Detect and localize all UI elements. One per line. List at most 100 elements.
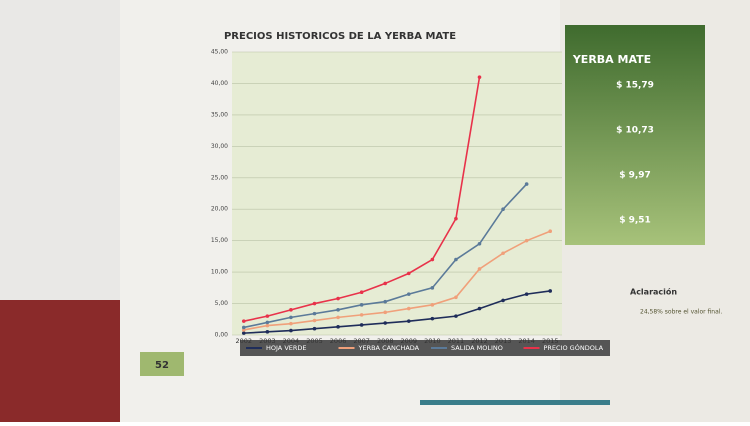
point <box>524 292 529 296</box>
point <box>312 326 317 331</box>
point <box>477 75 482 79</box>
point <box>406 271 411 276</box>
point <box>383 281 388 286</box>
x-tick-label: 2004 <box>283 337 300 345</box>
y-tick-label: 15,00 <box>211 237 228 244</box>
point <box>430 303 435 307</box>
x-tick-label: 2009 <box>401 337 418 345</box>
legend-box <box>240 340 610 356</box>
cloth <box>0 300 130 422</box>
y-tick-label: 35,00 <box>211 111 228 118</box>
point <box>548 229 553 234</box>
point <box>477 306 482 311</box>
point <box>383 299 388 304</box>
y-tick-label: 0,00 <box>215 332 229 339</box>
point <box>406 292 411 296</box>
sheet <box>0 0 130 300</box>
side-price: $ 9,51 <box>619 216 651 226</box>
x-tick-label: 2006 <box>330 337 347 345</box>
point <box>241 328 246 332</box>
x-tick-label: 2012 <box>471 337 488 345</box>
point <box>430 257 435 262</box>
point <box>477 267 482 271</box>
point <box>406 306 411 311</box>
y-tick-label: 40,00 <box>211 80 228 87</box>
point <box>265 320 270 325</box>
y-tick-label: 25,00 <box>211 174 228 181</box>
point <box>265 314 270 318</box>
point <box>454 295 458 300</box>
y-tick-label: 30,00 <box>211 143 228 150</box>
x-tick-label: 2015 <box>542 337 559 345</box>
point <box>359 313 364 317</box>
point <box>336 325 340 329</box>
y-tick-label: 5,00 <box>215 300 229 307</box>
legend-label: HOJA VERDE <box>266 344 307 352</box>
legend-label: SALIDA MOLINO <box>451 344 503 352</box>
side-panel <box>565 25 705 245</box>
point <box>524 238 529 243</box>
note-title: Aclaración <box>630 287 677 297</box>
footer-rule <box>420 400 610 405</box>
point <box>383 310 388 315</box>
chart-title: PRECIOS HISTORICOS DE LA YERBA MATE <box>224 31 456 42</box>
point <box>359 290 364 295</box>
point <box>289 315 293 320</box>
side-price: $ 10,73 <box>616 126 654 136</box>
point <box>336 296 340 301</box>
legend-label: PRECIO GÓNDOLA <box>544 343 604 352</box>
point <box>501 207 505 212</box>
point <box>289 308 293 312</box>
x-tick-label: 2008 <box>377 337 394 345</box>
side-price: $ 15,79 <box>616 81 654 91</box>
y-tick-label: 45,00 <box>211 49 228 56</box>
point <box>501 298 505 303</box>
point <box>524 182 529 186</box>
x-tick-label: 2010 <box>424 337 441 345</box>
point <box>454 216 458 221</box>
point <box>501 251 505 256</box>
point <box>265 323 270 328</box>
x-tick-label: 2007 <box>353 337 370 345</box>
point <box>430 316 435 321</box>
point <box>383 321 388 325</box>
side-price: $ 9,97 <box>619 171 651 181</box>
series-line <box>243 290 551 334</box>
point <box>406 319 411 323</box>
point <box>265 330 270 334</box>
note-text: 24,58% sobre el valor final. <box>640 309 722 316</box>
y-tick-label: 10,00 <box>211 269 228 276</box>
point <box>336 315 340 320</box>
point <box>359 303 364 307</box>
point <box>548 289 553 293</box>
point <box>359 323 364 327</box>
x-tick-label: 2005 <box>306 337 323 345</box>
x-tick-label: 2002 <box>236 337 253 345</box>
point <box>241 325 246 330</box>
x-tick-label: 2011 <box>448 337 465 345</box>
point <box>477 242 482 246</box>
x-tick-label: 2003 <box>259 337 276 345</box>
point <box>312 318 317 323</box>
legend-label: YERBA CANCHADA <box>358 344 420 352</box>
point <box>430 286 435 290</box>
plot-area <box>232 52 562 335</box>
point <box>312 311 317 316</box>
point <box>336 308 340 312</box>
x-tick-label: 2014 <box>518 337 535 345</box>
point <box>454 257 458 262</box>
point <box>241 319 246 323</box>
side-title: YERBA MATE <box>572 53 651 66</box>
x-tick-label: 2013 <box>495 337 512 345</box>
page-number: 52 <box>155 360 169 371</box>
point <box>289 328 293 333</box>
page-tab <box>140 352 184 376</box>
point <box>241 331 246 335</box>
point <box>289 321 293 326</box>
point <box>312 301 317 306</box>
point <box>454 314 458 318</box>
y-tick-label: 20,00 <box>211 206 228 213</box>
series-line <box>243 230 551 331</box>
